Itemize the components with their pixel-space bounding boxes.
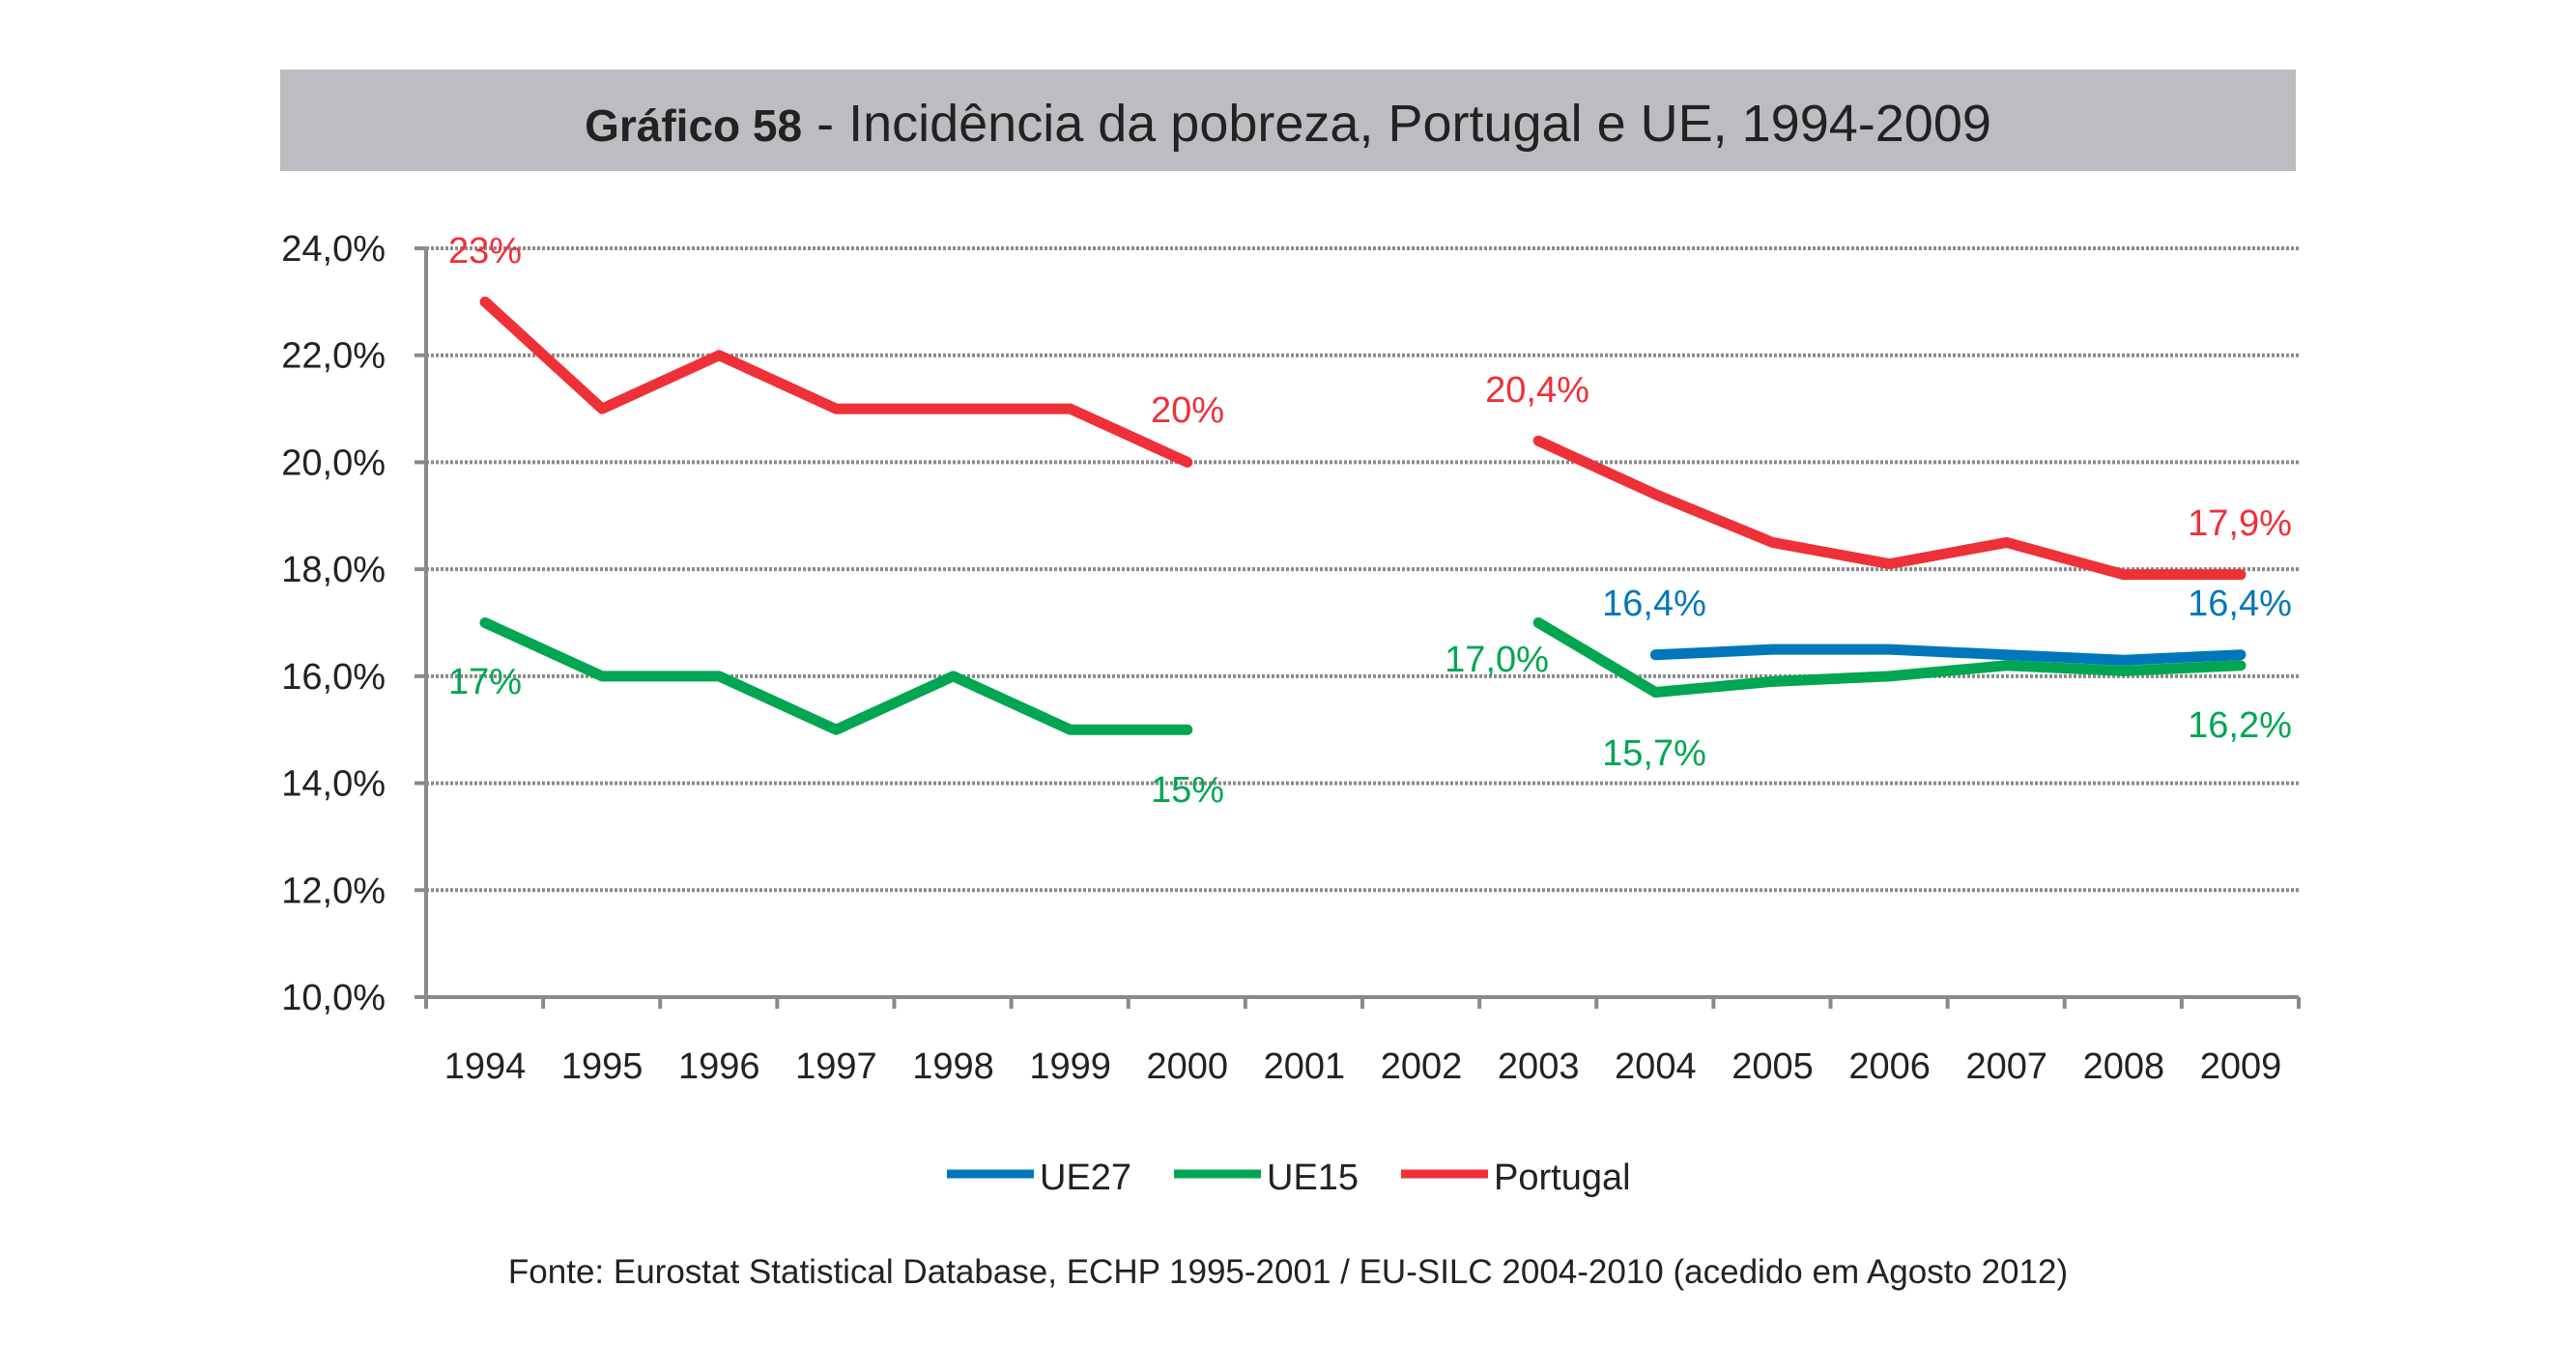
legend-label-portugal: Portugal [1494,1158,1631,1198]
y-tick-label: 18,0% [281,550,386,590]
data-label: 16,2% [2188,705,2292,746]
x-tick-label: 1999 [1029,1046,1111,1087]
x-tick-label: 2008 [2083,1046,2165,1087]
data-label: 16,4% [1602,584,1706,624]
x-tick-label: 1997 [795,1046,877,1087]
data-label: 20% [1151,390,1224,431]
data-label: 23% [448,231,522,272]
title-banner [280,70,2296,171]
title-text: - Incidência da pobreza, Portugal e UE, … [802,95,1991,153]
data-label: 16,4% [2188,584,2292,624]
title-bold: Gráfico 58 [585,100,802,151]
x-tick-label: 2004 [1615,1046,1697,1087]
x-tick-label: 2006 [1848,1046,1931,1087]
x-tick-label: 2000 [1147,1046,1229,1087]
series-line-ue15 [479,617,1193,735]
x-tick-label: 2005 [1732,1046,1814,1087]
y-tick-label: 16,0% [281,657,386,698]
x-tick-label: 2001 [1264,1046,1346,1087]
legend-label-ue15: UE15 [1267,1158,1359,1198]
y-tick-label: 22,0% [281,336,386,377]
y-tick-label: 20,0% [281,443,386,483]
data-label: 15% [1151,770,1224,811]
y-tick-label: 14,0% [281,764,386,805]
x-tick-label: 1995 [561,1046,644,1087]
series-line-portugal [479,296,1193,468]
y-tick-label: 24,0% [281,229,386,270]
x-tick-label: 2003 [1498,1046,1580,1087]
legend-label-ue27: UE27 [1040,1158,1131,1198]
y-tick-label: 12,0% [281,871,386,911]
source-note: Fonte: Eurostat Statistical Database, EC… [508,1253,2068,1291]
chart-title: Gráfico 58 - Incidência da pobreza, Port… [585,95,1991,153]
x-tick-label: 2007 [1965,1046,2047,1087]
data-label: 20,4% [1485,370,1589,411]
data-label: 17% [448,662,522,702]
x-tick-label: 2002 [1381,1046,1463,1087]
x-tick-label: 1998 [912,1046,994,1087]
series-line-ue27 [1649,643,2247,666]
x-tick-label: 1994 [444,1046,527,1087]
data-label: 17,9% [2188,503,2292,544]
data-label: 17,0% [1445,640,1549,680]
x-tick-label: 1996 [678,1046,760,1087]
y-tick-label: 10,0% [281,978,386,1018]
data-label: 15,7% [1602,733,1706,774]
x-tick-label: 2009 [2200,1046,2282,1087]
